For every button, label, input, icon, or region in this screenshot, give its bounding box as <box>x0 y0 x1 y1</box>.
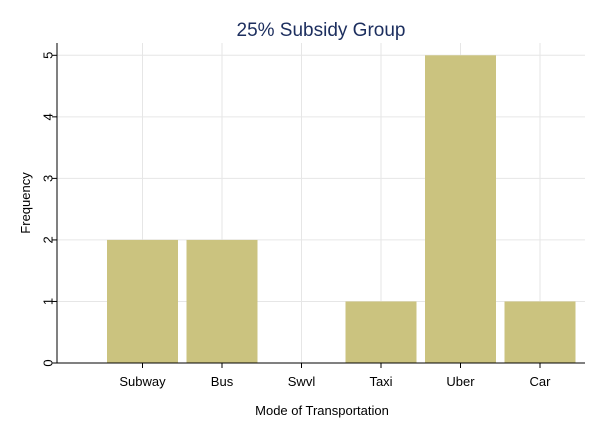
x-tick-label-taxi: Taxi <box>369 374 392 389</box>
x-tick-label-bus: Bus <box>211 374 234 389</box>
y-tick-label-3: 3 <box>41 175 56 182</box>
y-tick-label-5: 5 <box>41 52 56 59</box>
x-tick-label-subway: Subway <box>119 374 166 389</box>
axes <box>56 43 585 364</box>
x-tick-label-swvl: Swvl <box>288 374 316 389</box>
bar-subway <box>107 239 178 363</box>
bar-bus <box>186 239 258 363</box>
x-axis-label: Mode of Transportation <box>255 403 389 418</box>
y-tick-label-4: 4 <box>41 113 56 120</box>
chart-title: 25% Subsidy Group <box>237 20 406 41</box>
y-tick-label-0: 0 <box>41 359 56 366</box>
x-tick-label-car: Car <box>530 374 552 389</box>
y-axis-label: Frequency <box>18 172 33 234</box>
bar-taxi <box>345 301 417 363</box>
bars <box>107 55 576 364</box>
bar-car <box>504 301 576 363</box>
y-tick-label-2: 2 <box>41 236 56 243</box>
y-ticks: 0 1 2 3 4 5 <box>41 52 57 367</box>
x-tick-label-uber: Uber <box>446 374 475 389</box>
bar-uber <box>425 55 496 364</box>
x-ticks: Subway Bus Swvl Taxi Uber Car <box>119 363 551 389</box>
y-tick-label-1: 1 <box>41 298 56 305</box>
